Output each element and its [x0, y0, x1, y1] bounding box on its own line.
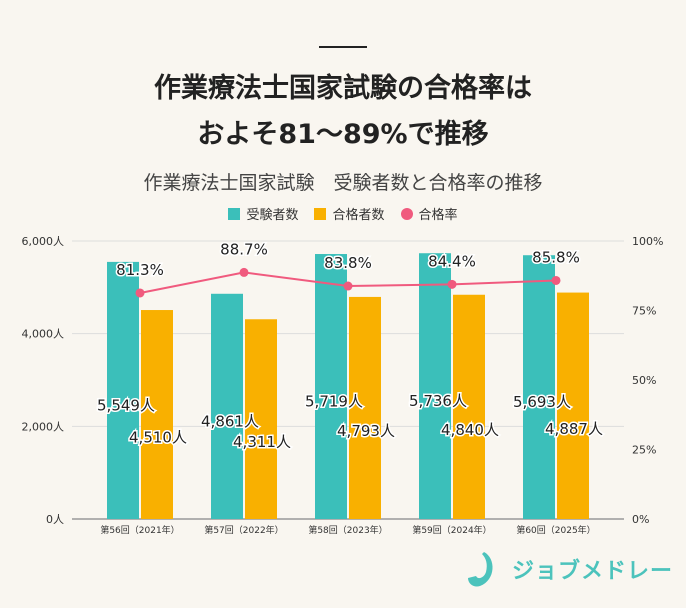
x-tick-label: 第58回（2023年）	[308, 524, 387, 536]
bar-examinees	[107, 261, 139, 519]
y-right-tick-label: 75%	[632, 305, 656, 318]
passers-label: 4,887人	[545, 420, 603, 438]
legend-swatch	[228, 207, 241, 220]
chart-title: 作業療法士国家試験 受験者数と合格率の推移	[143, 172, 543, 194]
pass-rate-label: 88.7%	[220, 240, 268, 258]
x-tick-label: 第60回（2025年）	[516, 524, 595, 536]
examinees-label: 5,549人	[97, 396, 155, 414]
pass-rate-label: 84.4%	[428, 252, 476, 270]
examinees-label: 5,719人	[305, 393, 363, 411]
y-left-tick-label: 6,000人	[22, 235, 65, 248]
legend: 受験者数 合格者数 合格率	[0, 204, 686, 223]
y-right-tick-label: 25%	[632, 444, 656, 457]
pass-rate-point	[135, 288, 145, 298]
headline-line-2: およそ81～89%で推移	[197, 119, 489, 150]
legend-item-examinees: 受験者数	[228, 204, 298, 223]
pass-rate-label: 85.8%	[532, 248, 580, 266]
pass-rate-label: 83.8%	[324, 254, 372, 272]
x-tick-label: 第56回（2021年）	[100, 524, 179, 536]
pass-rate-point	[551, 275, 561, 285]
legend-swatch	[314, 207, 327, 220]
x-tick-label: 第57回（2022年）	[204, 524, 283, 536]
y-right-tick-label: 100%	[632, 235, 663, 248]
legend-swatch	[400, 207, 413, 220]
bar-examinees	[315, 254, 347, 520]
x-tick-label: 第59回（2024年）	[412, 524, 491, 536]
bar-passers	[453, 294, 485, 519]
bar-passers	[557, 292, 589, 519]
brand-name: ジョブメドレー	[512, 559, 674, 584]
passers-label: 4,793人	[337, 422, 395, 440]
bar-examinees	[419, 253, 451, 519]
brand-mark-icon	[468, 552, 493, 587]
pass-rate-point	[239, 267, 249, 277]
legend-label: 合格者数	[332, 208, 385, 223]
bar-examinees	[211, 293, 243, 519]
title-divider	[319, 46, 367, 48]
bar-examinees	[523, 255, 555, 519]
pass-rate-label: 81.3%	[116, 261, 164, 279]
y-right-tick-label: 0%	[632, 513, 649, 526]
bar-passers	[349, 296, 381, 519]
bar-passers	[141, 310, 173, 519]
legend-item-pass-rate: 合格率	[400, 204, 458, 223]
examinees-label: 5,693人	[513, 393, 571, 411]
passers-label: 4,311人	[233, 433, 291, 451]
brand-logo: ジョブメドレー	[466, 550, 673, 588]
y-right-tick-label: 50%	[632, 374, 656, 387]
pass-rate-point	[447, 279, 457, 289]
legend-item-passers: 合格者数	[314, 204, 385, 223]
headline-line-1: 作業療法士国家試験の合格率は	[154, 73, 532, 104]
bar-passers	[245, 319, 277, 519]
passers-label: 4,510人	[129, 429, 187, 447]
passers-label: 4,840人	[441, 421, 499, 439]
legend-label: 合格率	[418, 208, 458, 223]
legend-label: 受験者数	[246, 208, 299, 223]
y-left-tick-label: 2,000人	[22, 420, 65, 433]
y-left-tick-label: 4,000人	[22, 328, 65, 341]
y-left-tick-label: 0人	[46, 513, 64, 526]
examinees-label: 4,861人	[201, 412, 259, 430]
pass-rate-point	[343, 281, 353, 291]
examinees-label: 5,736人	[409, 392, 467, 410]
